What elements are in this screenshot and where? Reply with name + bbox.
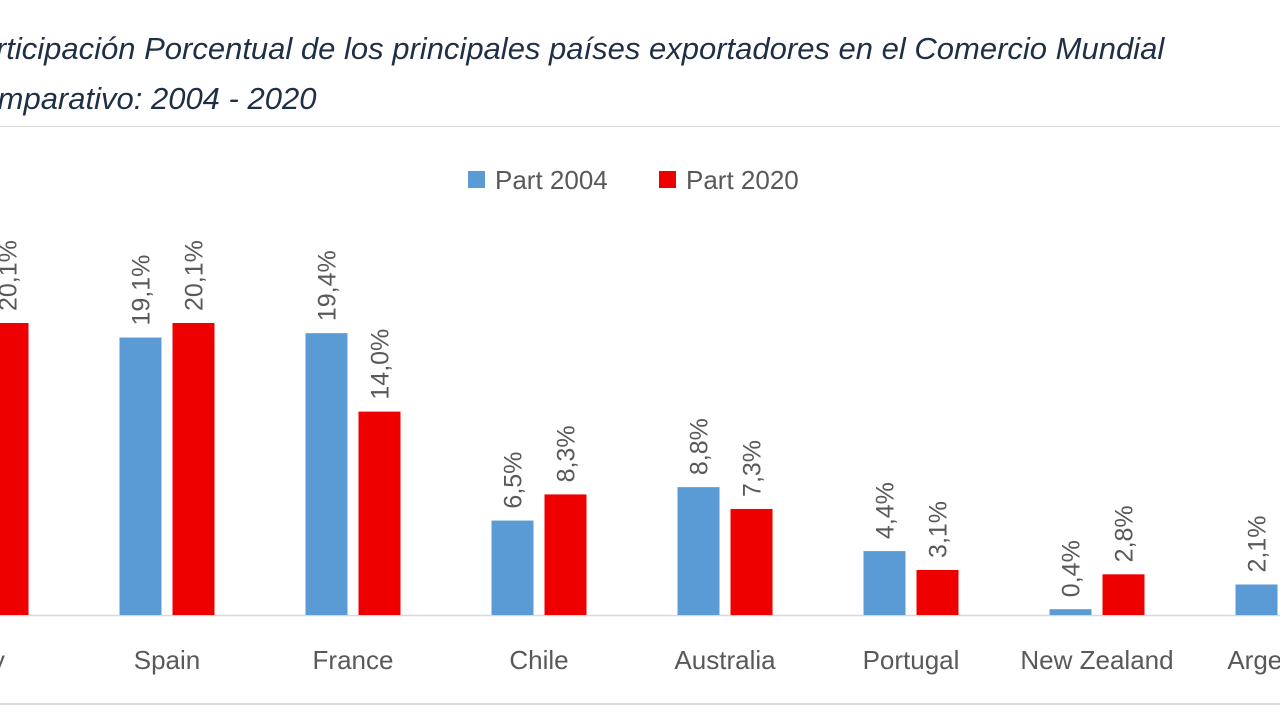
bar-france-part-2004 <box>305 333 348 615</box>
bar-chile-part-2004 <box>491 520 534 615</box>
bar-spain-part-2020 <box>172 323 215 615</box>
category-label-spain: Spain <box>134 645 201 675</box>
category-label-chile: Chile <box>509 645 568 675</box>
chart-title: Participación Porcentual de los principa… <box>0 24 1164 124</box>
category-label-new-zealand: New Zealand <box>1020 645 1173 675</box>
data-label-spain-part-2004: 19,1% <box>128 255 156 326</box>
bar-australia-part-2020 <box>730 508 773 615</box>
category-label-portugal: Portugal <box>863 645 960 675</box>
data-label-chile-part-2004: 6,5% <box>500 452 528 509</box>
chart-title-line-1: Participación Porcentual de los principa… <box>0 31 1165 66</box>
data-label-australia-part-2020: 7,3% <box>739 440 767 497</box>
legend-swatch-part-2004 <box>468 171 485 188</box>
category-label-australia: Australia <box>674 645 776 675</box>
chart-title-line-2: Comparativo: 2004 - 2020 <box>0 81 317 116</box>
title-separator <box>0 126 1280 127</box>
data-label-italy-part-2020: 20,1% <box>0 240 23 311</box>
legend-swatch-part-2020 <box>659 171 676 188</box>
bar-france-part-2020 <box>358 411 401 615</box>
category-label-france: France <box>313 645 394 675</box>
bar-australia-part-2004 <box>677 487 720 615</box>
legend-label-part-2020: Part 2020 <box>686 165 799 195</box>
data-label-chile-part-2020: 8,3% <box>553 425 581 482</box>
data-label-new-zealand-part-2004: 0,4% <box>1058 540 1086 597</box>
data-label-argentina-part-2004: 2,1% <box>1244 516 1272 573</box>
category-label-argentina: Argentina <box>1227 645 1280 675</box>
data-label-new-zealand-part-2020: 2,8% <box>1111 505 1139 562</box>
data-label-portugal-part-2020: 3,1% <box>925 501 953 558</box>
bar-new-zealand-part-2020 <box>1102 574 1145 615</box>
data-label-portugal-part-2004: 4,4% <box>872 482 900 539</box>
chart-bottom-border <box>0 703 1280 705</box>
bar-spain-part-2004 <box>119 337 162 615</box>
bar-italy-part-2020 <box>0 323 29 615</box>
legend-label-part-2004: Part 2004 <box>495 165 608 195</box>
data-label-spain-part-2020: 20,1% <box>181 240 209 311</box>
data-label-france-part-2020: 14,0% <box>367 329 395 400</box>
data-label-france-part-2004: 19,4% <box>314 250 342 321</box>
category-label-italy: Italy <box>0 645 5 675</box>
bar-new-zealand-part-2004 <box>1049 609 1092 615</box>
bar-portugal-part-2004 <box>863 551 906 615</box>
bar-chile-part-2020 <box>544 494 587 615</box>
data-label-australia-part-2004: 8,8% <box>686 418 714 475</box>
bar-argentina-part-2004 <box>1235 584 1278 615</box>
bar-portugal-part-2020 <box>916 569 959 615</box>
